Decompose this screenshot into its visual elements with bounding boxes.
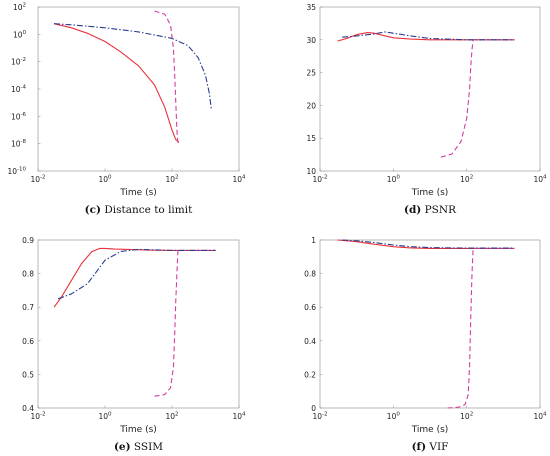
x-tick-label: 100 xyxy=(98,175,112,185)
series-line-3 xyxy=(342,239,515,249)
x-tick-label: 102 xyxy=(165,175,178,185)
y-tick-label: 25 xyxy=(306,69,316,78)
series-line-3 xyxy=(342,31,515,41)
x-axis-label: Time (s) xyxy=(119,188,157,198)
plot-frame xyxy=(319,6,541,172)
x-tick-label: 104 xyxy=(533,412,547,422)
x-axis-label: Time (s) xyxy=(119,425,157,435)
chart-panel-e: 10-2 100 102 104 0.9 0.8 0.7 0.6 0.5 0.4 Time (s) (… xyxy=(22,236,246,453)
chart-panel-d: 10-2 100 102 104 35 30 25 20 15 10 Time (s) (d) PSN… xyxy=(306,3,547,216)
x-tick-label: 10-2 xyxy=(30,175,45,185)
series-line-3 xyxy=(53,23,212,110)
x-tick-label: 10-2 xyxy=(30,412,45,422)
x-tick-label: 102 xyxy=(165,412,178,422)
y-tick-label: 30 xyxy=(306,36,316,45)
y-tick-label: 10-4 xyxy=(11,85,27,95)
x-tick-label: 102 xyxy=(460,175,473,185)
series-line-2 xyxy=(154,10,179,144)
plot-frame xyxy=(37,239,240,409)
panel-caption: (d) PSNR xyxy=(404,204,457,216)
y-tick-label: 20 xyxy=(306,101,316,110)
y-tick-label: 10-2 xyxy=(11,57,26,67)
x-tick-label: 102 xyxy=(460,412,473,422)
x-tick-label: 104 xyxy=(533,175,547,185)
y-tick-label: 15 xyxy=(306,134,316,143)
x-tick-label: 100 xyxy=(387,412,401,422)
y-tick-label: 0.4 xyxy=(304,337,316,346)
series-line-1 xyxy=(53,23,180,143)
plot-frame xyxy=(319,239,541,409)
series-line-3 xyxy=(58,248,216,300)
x-tick-label: 104 xyxy=(232,175,246,185)
x-tick-label: 100 xyxy=(387,175,401,185)
panel-caption: (e) SSIM xyxy=(114,441,163,453)
x-tick-label: 104 xyxy=(232,412,246,422)
y-tick-label: 100 xyxy=(13,30,27,40)
chart-panel-f: 10-2 100 102 104 1 0.8 0.6 0.4 0.2 0 Time (s) (f) V… xyxy=(304,236,547,453)
panel-caption: (f) VIF xyxy=(412,441,449,453)
series-line-2 xyxy=(154,249,216,397)
x-tick-label: 10-2 xyxy=(312,175,327,185)
y-tick-label: 0.5 xyxy=(22,370,34,379)
y-tick-label: 10-6 xyxy=(11,112,27,122)
chart-panel-c: 10-2 100 102 104 102 100 10-2 10-4 10-6 10-8 10-10… xyxy=(7,3,246,217)
y-tick-label: 0 xyxy=(311,404,316,413)
y-tick-label: 0.9 xyxy=(22,236,34,245)
panel-caption: (c) Distance to limit xyxy=(85,204,193,216)
x-tick-label: 10-2 xyxy=(312,412,327,422)
y-tick-label: 10-10 xyxy=(7,167,26,177)
y-tick-label: 10 xyxy=(306,167,316,176)
y-tick-label: 0.7 xyxy=(22,303,34,312)
x-axis-label: Time (s) xyxy=(411,425,449,435)
y-tick-label: 102 xyxy=(13,3,26,13)
x-axis-label: Time (s) xyxy=(411,188,449,198)
y-tick-label: 0.8 xyxy=(22,270,34,279)
y-tick-label: 0.2 xyxy=(304,370,316,379)
x-tick-label: 100 xyxy=(98,412,112,422)
y-tick-label: 0.6 xyxy=(22,337,34,346)
y-tick-label: 0.8 xyxy=(304,270,316,279)
y-tick-label: 1 xyxy=(311,236,316,245)
series-line-2 xyxy=(440,39,515,158)
y-tick-label: 10-8 xyxy=(11,139,27,149)
y-tick-label: 0.4 xyxy=(22,404,34,413)
series-line-2 xyxy=(447,247,515,409)
y-tick-label: 35 xyxy=(306,3,316,12)
y-tick-label: 0.6 xyxy=(304,303,316,312)
series-line-1 xyxy=(53,247,216,308)
